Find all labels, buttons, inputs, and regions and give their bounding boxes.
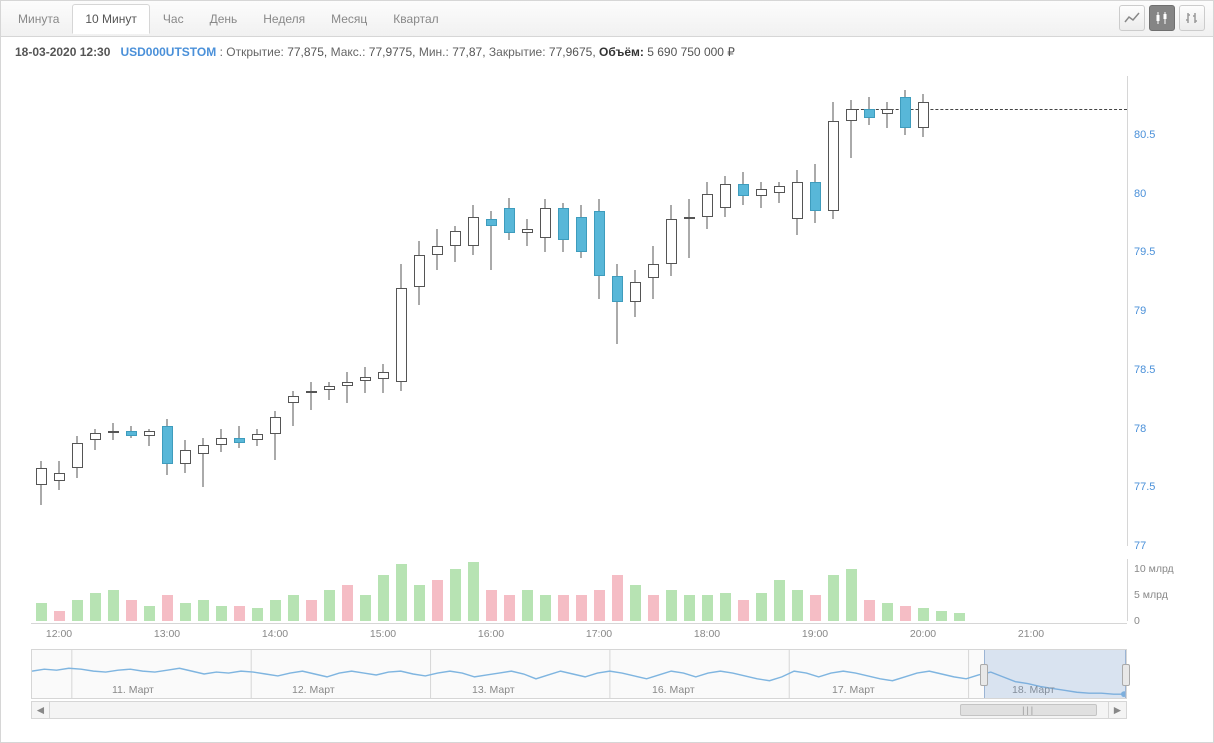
volume-chart[interactable]: 05 млрд10 млрд [31,559,1185,621]
high-value: 77,9775 [369,45,412,59]
navigator-date-label: 13. Март [472,684,515,696]
toolbar: Минута10 МинутЧасДеньНеделяМесяцКвартал [1,1,1213,37]
timeframe-tab[interactable]: День [197,4,251,34]
info-datetime: 18-03-2020 12:30 [15,45,110,59]
scroll-left-arrow[interactable]: ◄ [32,702,50,718]
ohlc-info-line: 18-03-2020 12:30 USD000UTSTOM : Открытие… [1,37,1213,63]
volume-value: 5 690 750 000 ₽ [647,45,735,59]
scroll-right-arrow[interactable]: ► [1108,702,1126,718]
navigator-selection[interactable] [984,650,1126,698]
timeframe-tab[interactable]: Квартал [380,4,451,34]
price-chart[interactable]: 7777.57878.57979.58080.5 [31,76,1185,546]
chart-type-buttons [1119,5,1205,31]
horizontal-scrollbar[interactable]: ◄ ||| ► [31,701,1127,719]
navigator-date-label: 11. Март [112,684,154,696]
chart-type-candle[interactable] [1149,5,1175,31]
close-label: Закрытие: [489,45,546,59]
open-label: Открытие: [226,45,284,59]
chart-widget: Минута10 МинутЧасДеньНеделяМесяцКвартал [0,0,1214,743]
chart-type-line[interactable] [1119,5,1145,31]
timeframe-tab[interactable]: Месяц [318,4,380,34]
close-value: 77,9675 [549,45,592,59]
navigator-handle-left[interactable] [980,664,988,686]
chart-type-bars[interactable] [1179,5,1205,31]
scroll-thumb[interactable]: ||| [960,704,1098,716]
info-symbol[interactable]: USD000UTSTOM [120,45,216,59]
timeframe-tabs: Минута10 МинутЧасДеньНеделяМесяцКвартал [5,1,452,36]
open-value: 77,875 [287,45,324,59]
volume-y-axis: 05 млрд10 млрд [1127,559,1185,621]
time-x-axis: 12:0013:0014:0015:0016:0017:0018:0019:00… [31,623,1127,643]
price-y-axis: 7777.57878.57979.58080.5 [1127,76,1185,546]
timeframe-tab[interactable]: Неделя [250,4,318,34]
low-value: 77,87 [452,45,482,59]
scroll-track[interactable]: ||| [50,702,1108,718]
timeframe-tab[interactable]: Минута [5,4,72,34]
navigator[interactable]: 11. Март 12. Март 13. Март 16. Март 17. Март… [31,649,1127,699]
high-label: Макс.: [331,45,366,59]
timeframe-tab[interactable]: 10 Минут [72,4,150,34]
navigator-date-label: 17. Март [832,684,875,696]
navigator-handle-right[interactable] [1122,664,1130,686]
navigator-date-label: 12. Март [292,684,335,696]
low-label: Мин.: [419,45,449,59]
timeframe-tab[interactable]: Час [150,4,197,34]
volume-label: Объём: [599,45,644,59]
navigator-date-label: 16. Март [652,684,695,696]
